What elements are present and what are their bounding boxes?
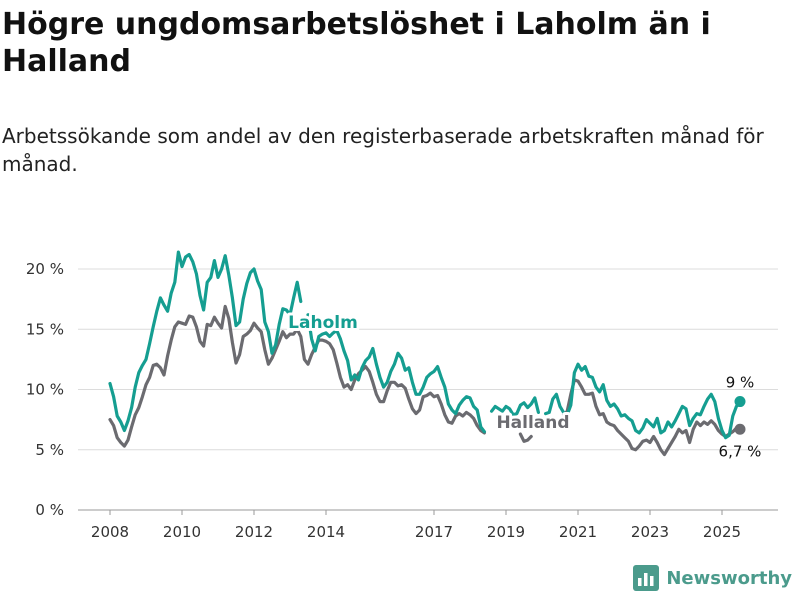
x-axis-ticks: 2008 2010 2012 2014 2017 2019 2021 2023 2025 xyxy=(91,510,741,540)
chart-subtitle: Arbetssökande som andel av den registerb… xyxy=(2,124,764,176)
x-tick-label: 2010 xyxy=(163,523,201,540)
newsworthy-logo[interactable]: Newsworthy xyxy=(633,564,792,592)
y-tick-label: 20 % xyxy=(26,260,64,278)
series-line-halland xyxy=(518,432,533,443)
y-axis-ticks: 0 % 5 % 10 % 15 % 20 % xyxy=(26,260,64,519)
y-tick-label: 5 % xyxy=(35,441,64,459)
series-line-laholm xyxy=(490,396,540,417)
x-tick-label: 2021 xyxy=(559,523,597,540)
x-tick-label: 2017 xyxy=(415,523,453,540)
bar-chart-logo-icon xyxy=(633,565,660,591)
x-tick-label: 2025 xyxy=(703,523,741,540)
end-marker-laholm xyxy=(734,396,746,408)
x-tick-label: 2019 xyxy=(487,523,525,540)
series-line-halland xyxy=(108,304,486,448)
y-tick-label: 10 % xyxy=(26,381,64,399)
end-markers xyxy=(734,396,746,435)
series-line-laholm xyxy=(108,250,303,433)
chart-title: Högre ungdomsarbetslöshet i Laholm än i … xyxy=(2,7,711,79)
series-line-halland xyxy=(562,378,742,457)
x-tick-label: 2012 xyxy=(235,523,273,540)
series-line-laholm xyxy=(306,313,486,434)
x-tick-label: 2008 xyxy=(91,523,129,540)
end-label-laholm: 9 % xyxy=(726,374,755,392)
series-label-laholm: Laholm xyxy=(288,313,358,333)
gridlines xyxy=(78,268,778,511)
series-lines xyxy=(108,250,742,457)
end-marker-halland xyxy=(734,423,746,435)
y-tick-label: 15 % xyxy=(26,320,64,338)
series-label-halo: Laholm xyxy=(288,313,358,333)
end-label-halland: 6,7 % xyxy=(719,442,762,460)
series-line-laholm xyxy=(544,362,742,440)
series-label-halo: Halland xyxy=(496,413,569,433)
series-label-halland: Halland xyxy=(496,413,569,433)
x-tick-label: 2023 xyxy=(631,523,669,540)
x-tick-label: 2014 xyxy=(307,523,345,540)
line-chart: 0 %5 %10 %15 %20 % 2008 2010 2012 2014 2017 2… xyxy=(26,250,778,540)
brand-name: Newsworthy xyxy=(666,567,792,589)
y-tick-label: 0 % xyxy=(35,501,64,519)
